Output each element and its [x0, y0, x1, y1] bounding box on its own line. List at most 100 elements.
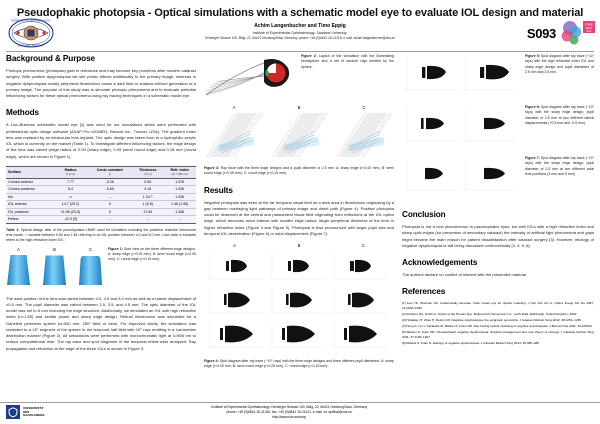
iol-semi-round-edge-shape	[43, 254, 66, 285]
university-line-3: SAARLANDES	[23, 413, 45, 418]
figure-2-caption-text: Layout of the simulation with the illumi…	[301, 54, 394, 69]
figure-1-image: A B	[6, 247, 103, 292]
poster-footer: UNIVERSITÄT DES SAARLANDES Institute of …	[0, 402, 600, 424]
poster-header: EXPERIMENTAL OPHTHALMOLOGY SAARLAND UNIV…	[0, 0, 600, 52]
author-list: Achim Langenbucher and Timo Eppig	[254, 23, 346, 30]
cell-radius: ∞	[53, 193, 88, 202]
figure-3-panel-c: C	[334, 105, 394, 164]
figure-7-label: Figure 7:	[525, 156, 540, 160]
figure-6-caption: Figure 6: Spot diagram after ray trace (…	[525, 105, 594, 126]
figure-4-letter-c: C	[361, 243, 366, 249]
raytrace-round-edge	[334, 111, 394, 159]
background-text: Photopic phenomena (photopsia) gain in r…	[6, 68, 196, 99]
figure-3-letter-c: C	[362, 105, 366, 110]
figure-1-letter-a: A	[17, 246, 20, 252]
cell-index: 1.336	[163, 185, 196, 194]
svg-text:IOL: IOL	[587, 29, 592, 33]
figure-6-block: Figure 6: Spot diagram after ray trace (…	[402, 105, 594, 152]
figure-6-image	[402, 105, 520, 152]
cell-conic: --	[87, 193, 133, 202]
iol-round-edge-shape	[79, 255, 102, 285]
svg-text:EXPERIMENTAL OPHTHALMOLOGY: EXPERIMENTAL OPHTHALMOLOGY	[11, 20, 51, 23]
list-item: [1] Liou HL, Brennan NA. Anatomically ac…	[402, 301, 594, 310]
figure-7-image	[402, 156, 520, 201]
cell-conic: -0.26	[87, 178, 133, 187]
figure-3-caption-text: Ray trace with the three edge designs an…	[204, 166, 394, 176]
poster-columns: Background & Purpose Photopic phenomena …	[0, 54, 600, 402]
table-row: Iris ∞ -- 1.34 ¹⁾ 1.336	[6, 193, 196, 202]
figure-5-caption-text: Spot diagram after ray trace (~10⁷ rays)…	[525, 54, 594, 74]
university-crest-icon	[6, 405, 20, 420]
cell-surface: Iris	[6, 193, 54, 202]
table-row: Retina -12.0 [2] -- -- --	[6, 215, 196, 224]
section-heading-references: References	[402, 287, 446, 297]
column-left: Background & Purpose Photopic phenomena …	[6, 54, 196, 358]
cell-surface: Retina	[6, 215, 54, 224]
figure-3-block: A	[204, 105, 394, 177]
figure-2-caption: Figure 2: Layout of the simulation with …	[301, 54, 394, 70]
saarland-university-logo: UNIVERSITÄT DES SAARLANDES	[6, 405, 45, 420]
cell-index: 1.46 (1.55)	[163, 200, 196, 209]
footer-website[interactable]: http://www.uks.eu/exop	[272, 414, 307, 419]
column-right: Figure 5: Spot diagram after ray trace (…	[402, 54, 594, 347]
figure-4-block: A B C	[204, 243, 394, 370]
list-item: [5] Masket S, Fram NR. Pseudophakic nega…	[402, 330, 594, 339]
table-1-caption: Table 1: Optical design data of the pseu…	[6, 228, 196, 244]
svg-text:SAARLAND UNIVERSITY: SAARLAND UNIVERSITY	[18, 44, 45, 47]
figure-4-spot-diagram-grid	[208, 253, 388, 348]
cell-thickness: 0.50	[132, 178, 164, 187]
spot-diagram-axial-position	[405, 159, 517, 191]
free-conference-logo: FREE 2014 IOL	[558, 20, 596, 48]
affiliation-line-2: Kirrberger Strasse 100, Bldg. 22, 66421 …	[204, 36, 396, 41]
affiliation-line-1: Institute of Experimental Ophthalmology,…	[252, 31, 348, 36]
cell-surface: IOL posterior	[6, 208, 54, 217]
th-surface: Surface	[6, 165, 54, 179]
cell-surface: Cornea anterior	[6, 178, 54, 187]
figure-1-letter-b: B	[53, 246, 56, 252]
figure-4-caption: Figure 4: Spot diagram after ray trace (…	[204, 359, 394, 370]
th-radius: Radius R [mm]	[53, 165, 88, 179]
list-item: [2] Atchison DA, Smith G. Optics of the …	[402, 311, 577, 316]
cell-index: --	[163, 215, 196, 224]
header-divider	[6, 51, 594, 52]
column-middle: Figure 2: Layout of the simulation with …	[204, 54, 394, 374]
cell-thickness: 1.34 ¹⁾	[132, 193, 164, 202]
methods-text-part1: A Liou-Brennan schematic model eye [1] w…	[6, 122, 196, 159]
results-text: Negative photopsia was seen at the far t…	[204, 199, 394, 236]
cell-conic: 0	[87, 200, 133, 209]
raytrace-sharp-edge	[204, 111, 264, 159]
figure-6-label: Figure 6:	[525, 105, 540, 109]
table-1-caption-text: Optical design data of the pseudophakic …	[6, 227, 196, 243]
figure-3-letter-a: A	[232, 105, 236, 110]
figure-1-letter-c: C	[88, 246, 93, 252]
figure-4-letter-a: A	[233, 243, 236, 249]
figure-4-label: Figure 4:	[204, 359, 219, 364]
cell-surface: Cornea posterior	[6, 185, 54, 194]
cell-thickness: 1 (0.6)	[132, 200, 164, 209]
session-code-badge: S093	[526, 26, 556, 41]
table-row: IOL anterior 14.7 (25.2) 0 1 (0.6) 1.46 …	[6, 200, 196, 209]
table-row: IOL posterior 11.96 (20.5) 0 17.69 1.336	[6, 208, 196, 217]
footer-phone: phone: +49 (0)6841 16-21340, fax: +49 (0…	[226, 409, 352, 414]
figure-3-letter-b: B	[297, 105, 301, 110]
affiliation: Institute of Experimental Ophthalmology,…	[8, 31, 592, 41]
section-heading-results: Results	[204, 185, 233, 195]
cell-thickness: 17.69	[132, 208, 164, 217]
cell-radius: -12.0 [2]	[53, 215, 88, 224]
list-item: [4] Hong X, Liu Y, Karakelle M, Masket S…	[402, 324, 593, 329]
spot-diagram-high-index-iol	[405, 58, 517, 91]
th-thickness: Thickness T [mm]	[132, 165, 164, 179]
section-heading-background: Background & Purpose	[6, 54, 95, 63]
cell-radius: 7.77	[53, 178, 88, 187]
figure-4-col-c: C	[333, 243, 394, 249]
saarland-eye-institute-logo: EXPERIMENTAL OPHTHALMOLOGY SAARLAND UNIV…	[8, 18, 54, 48]
figure-1-caption: Figure 1: Side view on the three differe…	[108, 247, 196, 263]
cell-thickness: --	[132, 215, 164, 224]
spot-diagram-lateral-displacement	[405, 109, 517, 142]
section-heading-methods: Methods	[6, 108, 39, 118]
section-heading-conclusion: Conclusion	[402, 210, 446, 219]
figure-4-caption-text: Spot diagram after ray trace (~10⁷ rays)…	[204, 359, 394, 369]
figure-3-label: Figure 3:	[204, 166, 220, 170]
th-conic-constant: Conic constant Q	[87, 165, 133, 179]
